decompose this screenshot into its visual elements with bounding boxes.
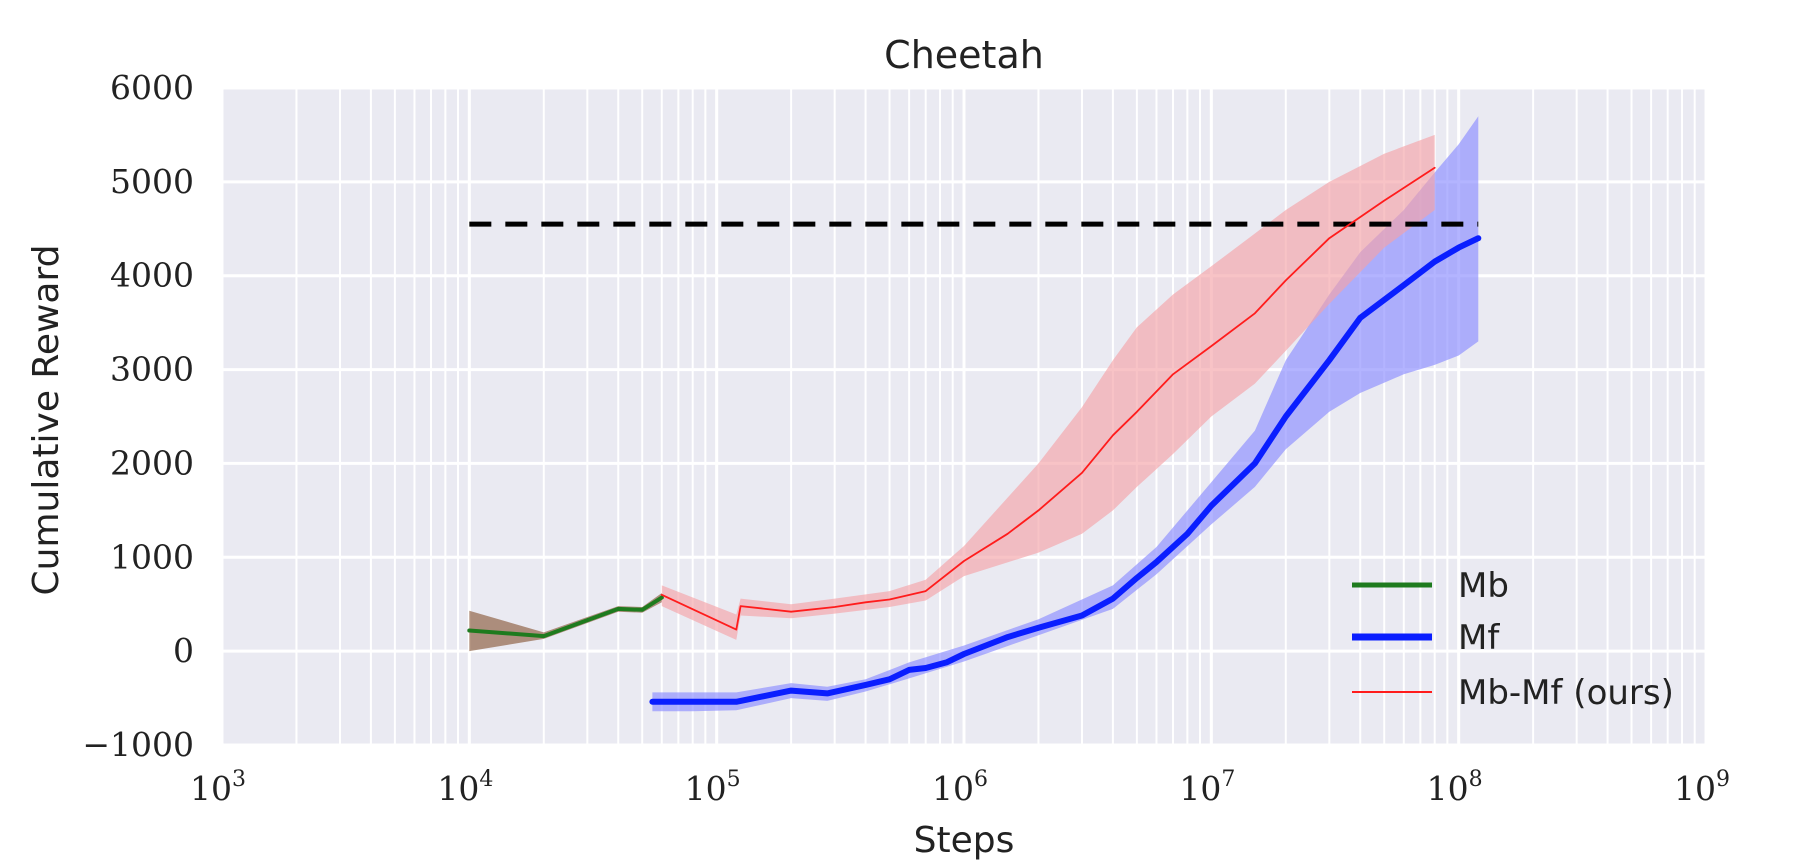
x-tick-label: 107 (1179, 767, 1235, 808)
y-tick-label: 2000 (110, 443, 194, 482)
y-tick-label: 4000 (110, 256, 194, 295)
legend-label-mb: Mb (1458, 566, 1509, 606)
y-tick-label: 1000 (110, 537, 194, 576)
legend-label-mb-mf-ours: Mb-Mf (ours) (1458, 673, 1674, 713)
series-line-mb-mf-ours (660, 166, 1436, 631)
y-tick-labels: −1000 0 1000 2000 3000 4000 5000 6000 (82, 68, 194, 764)
band-mf (652, 116, 1479, 712)
series-bands (469, 116, 1479, 712)
y-axis-label: Cumulative Reward (26, 245, 67, 596)
chart-title: Cheetah (884, 33, 1044, 77)
series-lines (467, 166, 1482, 705)
legend: Mb Mf Mb-Mf (ours) (1352, 566, 1674, 713)
series-line-mf (649, 235, 1482, 705)
x-tick-label: 105 (685, 767, 741, 808)
x-tick-label: 108 (1427, 767, 1483, 808)
x-tick-label: 106 (932, 767, 988, 808)
band-mb (469, 593, 662, 652)
y-tick-label: 3000 (110, 350, 194, 389)
x-axis-label: Steps (914, 820, 1015, 860)
band-mb-mf-ours (661, 134, 1435, 640)
series-line-mb (467, 595, 664, 639)
y-tick-label: 0 (173, 631, 194, 670)
x-tick-label: 104 (437, 767, 493, 808)
y-tick-label: 6000 (110, 68, 194, 107)
x-tick-label: 109 (1674, 767, 1730, 808)
x-tick-labels: 103 104 105 106 107 108 109 (190, 767, 1730, 808)
y-tick-label: −1000 (82, 725, 194, 764)
y-tick-label: 5000 (110, 162, 194, 201)
x-tick-label: 103 (190, 767, 246, 808)
legend-label-mf: Mf (1458, 618, 1500, 658)
